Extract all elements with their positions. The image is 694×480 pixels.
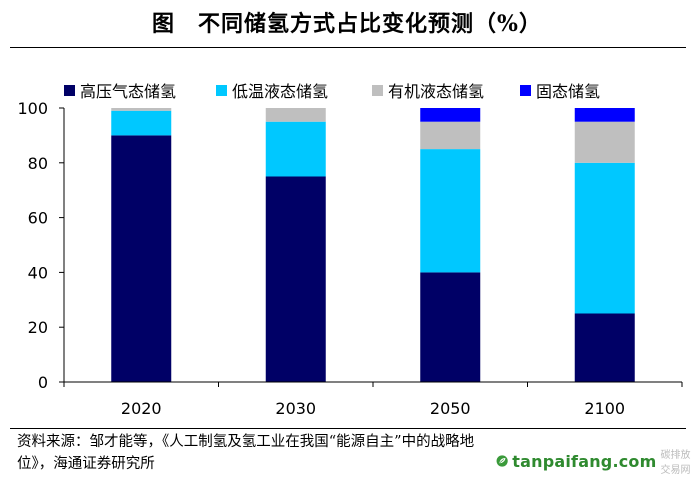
bar-2030-series-2: [265, 108, 326, 122]
legend-swatch-0: [64, 85, 75, 96]
bar-2050-series-1: [420, 149, 481, 273]
stacked-bar-chart: 高压气态储氢 低温液态储氢 有机液态储氢 固态储氢 2020 2030 2050 2100 0…: [17, 82, 683, 418]
bar-2020-series-0: [111, 135, 172, 382]
title-divider: [10, 47, 686, 48]
bar-2020-series-2: [111, 108, 172, 111]
x-tick-label: 2050: [430, 399, 471, 418]
bar-2100-series-1: [574, 162, 635, 314]
y-tick-label: 0: [38, 373, 48, 392]
bar-2100-series-3: [574, 108, 635, 122]
y-tick-label: 60: [28, 209, 48, 228]
watermark-text: tanpaifang.com: [512, 451, 657, 471]
x-tick-label: 2030: [275, 399, 316, 418]
bar-2050-series-3: [420, 108, 481, 122]
legend-swatch-3: [520, 85, 531, 96]
x-tick-label: 2020: [121, 399, 162, 418]
legend-label-3: 固态储氢: [536, 82, 600, 101]
bars-layer: [111, 108, 635, 382]
bar-2050-series-2: [420, 121, 481, 150]
source-note: 资料来源：邹才能等，《人工制氢及氢工业在我国“能源自主”中的战略地位》，海通证券…: [17, 434, 475, 472]
legend-swatch-2: [372, 85, 383, 96]
y-tick-label: 20: [28, 318, 48, 337]
legend-label-2: 有机液态储氢: [388, 82, 484, 101]
y-tick-label: 100: [17, 99, 48, 118]
bar-2030-series-1: [265, 121, 326, 177]
legend-label-1: 低温液态储氢: [232, 82, 328, 101]
legend-label-0: 高压气态储氢: [80, 82, 176, 101]
chart-title: 图 不同储氢方式占比变化预测（%）: [152, 11, 542, 37]
watermark-subtext: 碳排放交易网: [660, 450, 691, 476]
bar-2020-series-1: [111, 110, 172, 136]
y-tick-label: 80: [28, 154, 48, 173]
watermark: tanpaifang.com 碳排放交易网: [496, 450, 694, 476]
bar-2050-series-0: [420, 272, 481, 382]
source-divider: [10, 428, 686, 429]
leaf-logo-icon: [496, 455, 508, 467]
axes-layer: 2020 2030 2050 2100 0 20 40 60 80 100: [17, 99, 683, 418]
y-tick-label: 40: [28, 263, 48, 282]
bar-2030-series-0: [265, 176, 326, 382]
chart-legend: 高压气态储氢 低温液态储氢 有机液态储氢 固态储氢: [64, 82, 600, 101]
bar-2100-series-2: [574, 121, 635, 163]
legend-swatch-1: [216, 85, 227, 96]
x-tick-label: 2100: [584, 399, 625, 418]
bar-2100-series-0: [574, 313, 635, 382]
